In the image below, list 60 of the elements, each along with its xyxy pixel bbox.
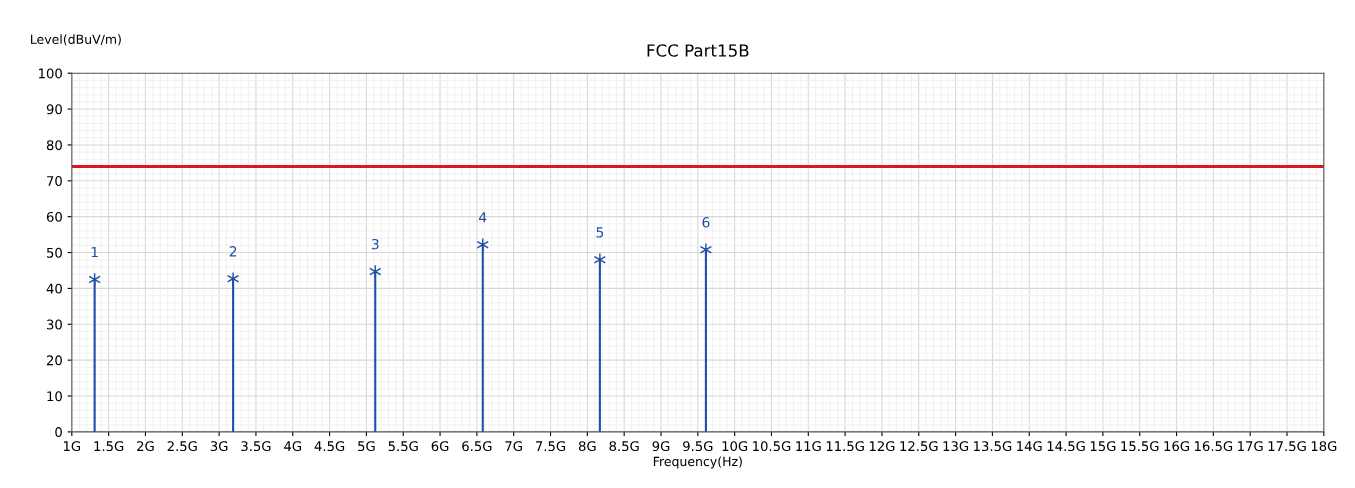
x-tick-label: 4.5G — [314, 441, 345, 452]
annotation: 5 — [596, 227, 604, 238]
y-tick-label: 80 — [46, 140, 62, 151]
x-tick-label: 12.5G — [900, 441, 938, 452]
y-tick-label: 60 — [46, 211, 62, 222]
x-tick-label: 5.5G — [388, 441, 418, 452]
x-tick-label: 7G — [505, 441, 522, 452]
x-tick-label: 2.5G — [167, 441, 197, 452]
x-tick-label: 8.5G — [609, 441, 639, 452]
x-tick-label: 11.5G — [826, 441, 864, 452]
annotation: 1 — [91, 246, 98, 258]
x-tick-label: 16G — [1164, 441, 1189, 452]
annotation: 4 — [479, 212, 487, 223]
x-tick-label: 9G — [652, 441, 670, 452]
x-tick-label: 14G — [1017, 441, 1042, 452]
y-tick-label: 10 — [47, 391, 62, 402]
x-tick-label: 9.5G — [683, 441, 713, 452]
chart-title: FCC Part15B — [647, 44, 749, 57]
x-tick-label: 5G — [358, 441, 375, 452]
x-tick-label: 1G — [63, 441, 81, 452]
x-tick-label: 10G — [722, 441, 748, 452]
x-tick-label: 8G — [578, 441, 596, 452]
annotation: 6 — [702, 217, 710, 228]
x-tick-label: 17G — [1238, 441, 1263, 452]
x-tick-label: 12G — [869, 441, 895, 452]
y-tick-label: 40 — [46, 283, 62, 294]
x-tick-label: 7.5G — [536, 441, 566, 452]
point — [593, 252, 606, 267]
point — [369, 264, 382, 279]
x-tick-label: 13G — [943, 441, 969, 452]
x-tick-label: 13.5G — [974, 441, 1012, 452]
x-tick-label: 10.5G — [753, 441, 791, 452]
x-tick-label: 6G — [431, 441, 449, 452]
y-tick-label: 90 — [46, 104, 62, 115]
x-tick-label: 14.5G — [1047, 441, 1085, 452]
x-tick-label: 4G — [284, 441, 301, 452]
x-tick-label: 16.5G — [1195, 441, 1233, 452]
x-tick-label: 1.5G — [94, 441, 124, 452]
annotation: 3 — [371, 238, 379, 250]
x-tick-label: 17.5G — [1268, 441, 1306, 452]
x-axis-title: Frequency(Hz) — [653, 456, 742, 469]
y-tick-label: 70 — [47, 176, 62, 186]
x-tick-label: 11G — [796, 441, 821, 452]
y-tick-label: 0 — [55, 427, 62, 438]
point — [226, 271, 240, 286]
x-tick-label: 3.5G — [241, 441, 271, 452]
x-tick-label: 15G — [1090, 441, 1116, 452]
x-tick-label: 15.5G — [1121, 441, 1159, 452]
y-tick-label: 30 — [47, 319, 62, 330]
annotation: 2 — [229, 246, 237, 257]
x-tick-label: 6.5G — [462, 441, 492, 452]
point — [476, 237, 489, 252]
y-tick-label: 100 — [39, 68, 62, 79]
x-tick-label: 3G — [210, 441, 228, 452]
y-axis-title: Level(dBuV/m) — [31, 34, 121, 46]
y-tick-label: 50 — [47, 247, 62, 258]
y-tick-label: 20 — [46, 355, 62, 366]
x-tick-label: 18G — [1311, 441, 1337, 452]
point — [88, 272, 101, 287]
x-tick-label: 2G — [137, 441, 154, 452]
